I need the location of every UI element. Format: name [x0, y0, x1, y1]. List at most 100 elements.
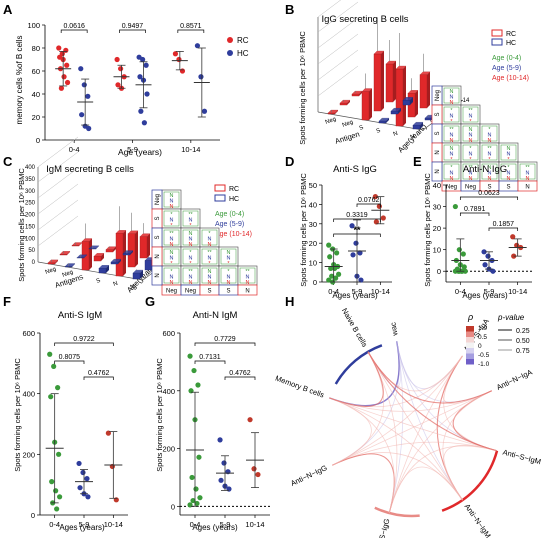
panelF-0-4-point [51, 363, 57, 369]
panel-c-ztick-label: 0 [32, 260, 36, 266]
panel-b-bar [412, 124, 421, 130]
panel-c-matrix-mark: N [170, 204, 174, 210]
panel-c-ztick-label: 50 [28, 248, 35, 254]
panel-b-matrix-mark: N [488, 138, 492, 144]
panel-b-matrix-xlabel: Neg [465, 185, 476, 191]
panel-b-matrix-ylabel: S [435, 131, 441, 135]
panel-c-matrix-mark: N [189, 280, 193, 286]
panel-b-matrix-cell-inner [500, 144, 517, 161]
panel-c-grid [37, 199, 79, 231]
panel-c-matrix-mark: N [189, 237, 193, 243]
panel-a-hc-0-4-point [78, 66, 84, 72]
panel-b-matrix-mark: * [469, 157, 472, 163]
panel-b-matrix-mark: N [526, 176, 530, 182]
panel-g-xtick-label: 5-9 [220, 520, 231, 529]
panelG-0-bracket [194, 342, 256, 346]
panelD-1-bracket [333, 218, 381, 222]
panelG-10-14-point [255, 471, 261, 478]
panelD-5-9-point [358, 277, 364, 283]
panelF-5-9-point [84, 476, 90, 482]
panel-b-matrix-xlabel: Neg [446, 185, 457, 191]
panelD-10-14-point [376, 203, 382, 209]
panel-b-grid [317, 49, 359, 81]
panel-c-matrix-mark: N [189, 242, 193, 248]
panel-c-matrix-mark: N [189, 231, 193, 237]
panelD-0-4-point [336, 271, 342, 277]
panel-a-hc-10-14-point [201, 108, 208, 114]
panel-h-p-tick: 0.25 [516, 328, 530, 335]
panel-e-ylabel: Spots forming cells per 10⁶ PBMC [423, 173, 432, 287]
panelG-10-14-point [251, 466, 257, 472]
panel-h-link [332, 355, 463, 466]
panel-b-legend-age-10-14: Age (10-14) [492, 75, 529, 82]
panel-c-matrix-ylabel: S [155, 216, 161, 220]
panel-h-node-label: Memory B cells [274, 374, 325, 400]
panel-b-antigen-label: Neg [325, 116, 337, 125]
panelF-2-bracket [83, 376, 114, 380]
panelD-sig: ** [353, 225, 361, 235]
panel-b-matrix-mark: * [469, 146, 472, 152]
panel-c-matrix-mark: ** [188, 212, 193, 218]
panel-c-bar-side [113, 246, 116, 252]
panel-a-hc-10-14-point [198, 74, 204, 80]
panel-h-link [332, 390, 492, 466]
panel-g-ytick-label: 200 [162, 445, 175, 454]
panelE-5-9-point [481, 249, 487, 255]
panel-a-xtick-label: 0-4 [69, 145, 80, 154]
panel-a-ytick-label: 0 [36, 136, 40, 145]
panel-b-matrix-cell-inner [462, 163, 479, 180]
panel-b-matrix-mark: ** [449, 127, 454, 133]
panel-c-legend-age-5-9: Age (5-9) [215, 221, 244, 228]
panelG-1-bracket [194, 360, 226, 364]
panel-b-matrix-ylabel: Neg [435, 90, 441, 101]
panel-c-matrix-mark: * [170, 269, 173, 275]
panel-h-node-label: Anti−N−IgG [289, 463, 328, 488]
panel-b-grid [317, 17, 359, 49]
panel-b-legend-age-5-9: Age (5-9) [492, 65, 521, 72]
panel-c-grid [37, 136, 79, 168]
panel-letter-g: G [145, 294, 155, 309]
panelE-5-9-point [490, 268, 496, 274]
panel-c-matrix-mark: N [208, 269, 212, 275]
panel-a-rc-0-4-point [64, 62, 70, 68]
panel-d-ytick-label: 50 [309, 181, 317, 190]
panel-h-p-label: p-value [497, 313, 525, 322]
panel-c-ztick-label: 300 [25, 189, 36, 195]
panel-c-bar-side [147, 233, 150, 258]
panel-h-rho-tick: 0.5 [478, 334, 487, 341]
panel-h-rho-label: ρ [467, 312, 473, 322]
panel-h-link [329, 397, 395, 514]
panel-f-ytick-label: 200 [22, 450, 35, 459]
panel-f-xtick-label: 5-9 [79, 520, 90, 529]
panel-c-grid [37, 167, 79, 199]
panel-h-chart: ρ p-value wac Anti−S−IgAAnti−N−IgAAnti−S−… [274, 307, 542, 538]
panel-c-matrix-xlabel: Neg [185, 289, 196, 295]
panel-h-node-arc [334, 344, 383, 385]
panel-c-matrix-mark: N [208, 280, 212, 286]
panel-h-rho-tick: 1.0 [478, 325, 487, 332]
panel-c-matrix-mark: N [170, 242, 174, 248]
panelD-0-pvalue: 0.0762 [358, 197, 380, 204]
panel-c-matrix-cell-inner [239, 267, 256, 284]
panelG-0-4-point [189, 474, 195, 481]
panel-c-matrix-cell-inner [163, 210, 180, 227]
panel-a-legend-rc: RC [237, 36, 249, 45]
panel-b-bar-side [420, 122, 423, 129]
panel-c-matrix-mark: * [227, 269, 230, 275]
panel-f-xlabel: Ages (years) [59, 523, 105, 532]
panel-c-matrix-mark: ** [245, 269, 250, 275]
panel-c-matrix-mark: N [170, 199, 174, 205]
panel-h-p-tick: 0.50 [516, 338, 530, 345]
panel-a-ytick-label: 20 [32, 113, 40, 122]
panel-d-title: Anti-S IgG [333, 164, 377, 175]
panel-c-matrix-ylabel: N [155, 254, 161, 258]
panel-c-legend-rc: RC [229, 186, 239, 193]
panel-e-xtick-label: 10-14 [508, 287, 527, 296]
panel-a-rc-10-14-point [179, 68, 186, 74]
panel-c-antigen-axis [37, 261, 144, 281]
panel-h-colorbar-step [466, 342, 474, 348]
panel-letter-f: F [3, 294, 11, 309]
panel-c-matrix-mark: N [170, 275, 174, 281]
panel-a-hc-0-4-point [85, 93, 91, 99]
panel-c-bar [139, 236, 148, 259]
